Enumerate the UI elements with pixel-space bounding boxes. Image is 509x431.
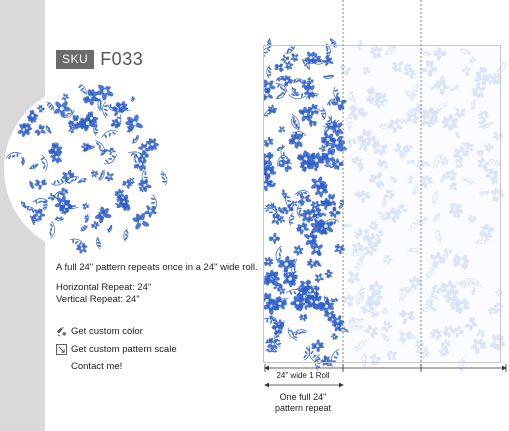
roll-preview-art	[263, 0, 508, 388]
palette-icon	[56, 326, 67, 336]
scale-icon	[56, 343, 67, 355]
roll-preview	[263, 0, 509, 431]
contact-link[interactable]: Contact me!	[71, 361, 123, 372]
sku-header: SKU F033	[56, 49, 144, 69]
roll-outline	[263, 45, 501, 363]
pattern-swatch-art	[5, 84, 168, 254]
roll-width-label: 24" wide 1 Roll	[276, 371, 330, 380]
pattern-swatch	[4, 84, 174, 254]
custom-scale-label: Get custom pattern scale	[71, 343, 177, 355]
sku-code: F033	[100, 49, 144, 69]
pattern-strip-full	[263, 38, 350, 371]
repeat-label-line2: pattern repeat	[274, 403, 332, 413]
vertical-repeat: Vertical Repeat: 24"	[56, 294, 140, 305]
custom-color-link[interactable]: Get custom color	[56, 325, 143, 337]
custom-color-label: Get custom color	[71, 325, 143, 337]
pattern-strip-faint	[339, 39, 508, 374]
sku-badge: SKU	[56, 50, 95, 69]
repeat-label: One full 24" pattern repeat	[263, 392, 343, 414]
horizontal-repeat: Horizontal Repeat: 24"	[56, 282, 152, 293]
repeat-description: A full 24" pattern repeats once in a 24"…	[56, 262, 258, 273]
repeat-label-line1: One full 24"	[279, 392, 327, 402]
custom-scale-link[interactable]: Get custom pattern scale	[56, 343, 177, 355]
